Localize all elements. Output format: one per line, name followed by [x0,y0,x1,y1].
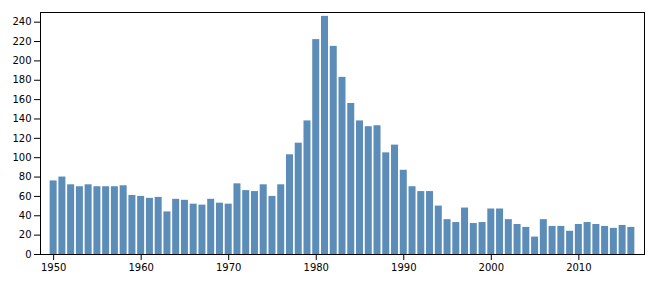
svg-text:60: 60 [19,191,32,202]
svg-text:1950: 1950 [41,262,66,273]
svg-text:200: 200 [12,55,31,66]
svg-text:100: 100 [12,152,31,163]
svg-text:0: 0 [25,249,31,260]
svg-text:1990: 1990 [391,262,416,273]
svg-text:1970: 1970 [216,262,241,273]
svg-text:1980: 1980 [304,262,329,273]
svg-text:20: 20 [19,229,32,240]
svg-text:1960: 1960 [128,262,153,273]
svg-text:160: 160 [12,94,31,105]
svg-text:80: 80 [19,171,32,182]
svg-text:240: 240 [12,16,31,27]
svg-text:180: 180 [12,74,31,85]
svg-text:40: 40 [19,210,32,221]
svg-text:2010: 2010 [566,262,591,273]
svg-text:120: 120 [12,133,31,144]
svg-text:2000: 2000 [479,262,504,273]
svg-text:220: 220 [12,36,31,47]
svg-text:140: 140 [12,113,31,124]
